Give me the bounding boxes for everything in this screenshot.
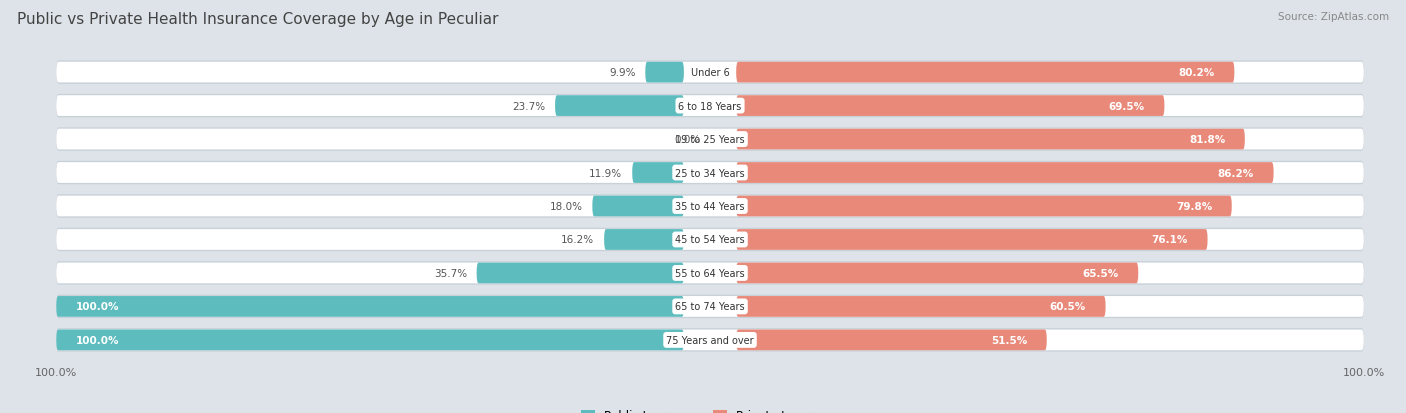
FancyBboxPatch shape <box>56 330 1364 350</box>
Text: 45 to 54 Years: 45 to 54 Years <box>675 235 745 245</box>
FancyBboxPatch shape <box>56 129 1364 150</box>
Text: 9.9%: 9.9% <box>609 68 636 78</box>
FancyBboxPatch shape <box>56 296 1364 317</box>
Text: 60.5%: 60.5% <box>1050 301 1085 312</box>
Text: 79.8%: 79.8% <box>1175 202 1212 211</box>
Text: 69.5%: 69.5% <box>1109 101 1144 112</box>
FancyBboxPatch shape <box>737 63 1234 83</box>
Text: 100.0%: 100.0% <box>76 301 120 312</box>
FancyBboxPatch shape <box>56 196 1364 217</box>
Text: Under 6: Under 6 <box>690 68 730 78</box>
FancyBboxPatch shape <box>737 263 1139 284</box>
Text: 16.2%: 16.2% <box>561 235 595 245</box>
FancyBboxPatch shape <box>737 163 1274 183</box>
FancyBboxPatch shape <box>737 330 1046 350</box>
FancyBboxPatch shape <box>477 263 683 284</box>
FancyBboxPatch shape <box>56 95 1364 118</box>
Text: 65 to 74 Years: 65 to 74 Years <box>675 301 745 312</box>
Text: 51.5%: 51.5% <box>991 335 1028 345</box>
Legend: Public Insurance, Private Insurance: Public Insurance, Private Insurance <box>576 404 844 413</box>
Text: 19 to 25 Years: 19 to 25 Years <box>675 135 745 145</box>
FancyBboxPatch shape <box>56 128 1364 152</box>
Text: 86.2%: 86.2% <box>1218 168 1254 178</box>
Text: Source: ZipAtlas.com: Source: ZipAtlas.com <box>1278 12 1389 22</box>
FancyBboxPatch shape <box>737 196 1232 217</box>
FancyBboxPatch shape <box>56 195 1364 218</box>
FancyBboxPatch shape <box>56 163 1364 183</box>
Text: 11.9%: 11.9% <box>589 168 623 178</box>
Text: 80.2%: 80.2% <box>1178 68 1215 78</box>
FancyBboxPatch shape <box>56 328 1364 352</box>
Text: 35.7%: 35.7% <box>433 268 467 278</box>
FancyBboxPatch shape <box>645 63 683 83</box>
Text: 25 to 34 Years: 25 to 34 Years <box>675 168 745 178</box>
FancyBboxPatch shape <box>56 228 1364 252</box>
Text: 23.7%: 23.7% <box>512 101 546 112</box>
Text: 100.0%: 100.0% <box>76 335 120 345</box>
Text: 0.0%: 0.0% <box>673 135 700 145</box>
Text: 81.8%: 81.8% <box>1189 135 1225 145</box>
FancyBboxPatch shape <box>56 230 1364 250</box>
Text: 55 to 64 Years: 55 to 64 Years <box>675 268 745 278</box>
Text: Public vs Private Health Insurance Coverage by Age in Peculiar: Public vs Private Health Insurance Cover… <box>17 12 498 27</box>
Text: 18.0%: 18.0% <box>550 202 582 211</box>
FancyBboxPatch shape <box>56 263 1364 284</box>
FancyBboxPatch shape <box>605 230 683 250</box>
FancyBboxPatch shape <box>633 163 683 183</box>
FancyBboxPatch shape <box>555 96 683 117</box>
Text: 65.5%: 65.5% <box>1083 268 1119 278</box>
FancyBboxPatch shape <box>737 230 1208 250</box>
Text: 35 to 44 Years: 35 to 44 Years <box>675 202 745 211</box>
FancyBboxPatch shape <box>56 96 1364 117</box>
FancyBboxPatch shape <box>56 63 1364 83</box>
FancyBboxPatch shape <box>56 261 1364 285</box>
Text: 6 to 18 Years: 6 to 18 Years <box>679 101 741 112</box>
FancyBboxPatch shape <box>56 295 1364 318</box>
FancyBboxPatch shape <box>737 129 1244 150</box>
FancyBboxPatch shape <box>737 96 1164 117</box>
FancyBboxPatch shape <box>56 330 683 350</box>
FancyBboxPatch shape <box>737 296 1105 317</box>
FancyBboxPatch shape <box>56 161 1364 185</box>
FancyBboxPatch shape <box>592 196 683 217</box>
FancyBboxPatch shape <box>56 296 683 317</box>
FancyBboxPatch shape <box>56 61 1364 85</box>
Text: 76.1%: 76.1% <box>1152 235 1188 245</box>
Text: 75 Years and over: 75 Years and over <box>666 335 754 345</box>
